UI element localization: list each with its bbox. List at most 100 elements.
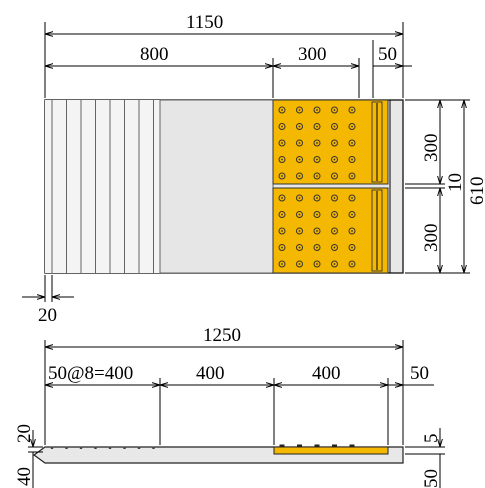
tactile-dot-center — [316, 109, 318, 111]
tactile-dot-center — [351, 125, 353, 128]
dim-tile-height-top: 300 — [421, 134, 442, 163]
tactile-dot-center — [351, 109, 353, 111]
dim-tile-width: 300 — [298, 44, 327, 65]
tactile-dot-center — [316, 263, 318, 265]
tactile-dot — [331, 123, 338, 130]
tactile-dot-center — [316, 158, 318, 161]
tactile-dot-center — [351, 197, 353, 199]
tactile-dot-center — [281, 175, 283, 177]
tactile-dot-center — [298, 109, 301, 111]
dim-left-width: 800 — [140, 44, 169, 65]
tactile-dot-center — [351, 175, 353, 177]
dim-total-height: 610 — [467, 177, 485, 206]
tactile-dot-center — [316, 125, 318, 128]
tactile-dot-center — [298, 142, 301, 144]
tactile-dot-center — [333, 263, 336, 265]
dim-slab-thickness-left: 40 — [14, 467, 35, 486]
smooth-zone — [159, 99, 274, 274]
dim-section-tile: 400 — [312, 363, 341, 384]
tactile-dot-center — [333, 175, 336, 177]
tactile-dot-center — [333, 142, 336, 144]
tactile-dot — [313, 260, 321, 268]
tactile-dot — [331, 227, 338, 235]
section-grooves — [50, 446, 155, 449]
section-groove — [137, 446, 141, 449]
tactile-dot — [348, 106, 356, 114]
tactile-dot — [331, 260, 338, 268]
tactile-dot-center — [298, 158, 301, 161]
dim-section-groove-span: 50@8=400 — [48, 363, 133, 384]
tactile-dot — [331, 139, 338, 147]
section-groove — [65, 446, 68, 449]
groove-zone — [45, 100, 160, 273]
tactile-dot — [278, 211, 286, 218]
section-groove — [50, 446, 54, 449]
tactile-dot-center — [281, 142, 283, 144]
tactile-dot — [313, 156, 321, 163]
tactile-dot — [296, 139, 303, 147]
tactile-dot-center — [298, 246, 301, 249]
tactile-dot — [331, 156, 338, 163]
plan-dim-right: 300 10 610 300 — [405, 99, 485, 274]
plan-view — [44, 99, 404, 274]
tactile-dot — [278, 227, 286, 235]
plan-dim-top: 1150 800 300 50 — [44, 12, 412, 98]
tactile-dot — [348, 211, 356, 218]
tactile-dot-center — [333, 197, 336, 199]
section-groove — [94, 446, 97, 449]
plan-dim-groove: 20 — [22, 275, 74, 326]
tactile-dot — [278, 244, 286, 251]
tactile-dot — [313, 139, 321, 147]
tactile-dot-center — [351, 158, 353, 161]
section-tile-bumps — [279, 444, 355, 448]
tile-bump — [297, 444, 302, 448]
tactile-dot-center — [298, 263, 301, 265]
tactile-dot — [296, 227, 303, 235]
tile-bump — [332, 444, 337, 448]
tactile-dot — [278, 194, 286, 202]
section-groove — [79, 446, 83, 449]
dim-section-total: 1250 — [203, 325, 241, 346]
tile-bump — [314, 444, 320, 448]
tactile-dot-center — [333, 125, 336, 128]
tactile-dot-center — [316, 175, 318, 177]
tactile-dot — [331, 194, 338, 202]
dim-tile-thickness: 5 — [421, 434, 442, 444]
tactile-dot — [348, 194, 356, 202]
tactile-dot — [296, 260, 303, 268]
tile-dots — [278, 106, 356, 268]
tactile-dot — [296, 156, 303, 163]
tactile-dot — [348, 227, 356, 235]
tactile-dot-center — [316, 230, 318, 232]
tactile-dot — [278, 106, 286, 114]
tactile-dot-center — [351, 246, 353, 249]
dim-groove-depth: 20 — [14, 424, 35, 443]
tactile-dot-center — [333, 158, 336, 161]
tactile-dot-center — [316, 246, 318, 249]
tactile-dot — [313, 244, 321, 251]
tactile-dot-center — [281, 158, 283, 161]
tactile-tile-bottom — [272, 187, 389, 274]
tactile-dot — [313, 211, 321, 218]
dim-edge-width: 50 — [378, 44, 397, 65]
tactile-dot-center — [298, 175, 301, 177]
tactile-dot-center — [281, 246, 283, 249]
dim-total-width: 1150 — [186, 12, 223, 33]
tactile-dot — [296, 172, 303, 180]
tactile-dot-center — [281, 213, 283, 216]
tactile-dot-center — [298, 230, 301, 232]
tactile-dot — [296, 194, 303, 202]
tactile-dot — [348, 123, 356, 130]
tactile-dot — [296, 211, 303, 218]
tactile-dot — [278, 172, 286, 180]
tactile-dot-center — [333, 109, 336, 111]
dim-gap: 10 — [445, 173, 466, 192]
tactile-dot — [313, 194, 321, 202]
tactile-dot-center — [298, 197, 301, 199]
tactile-dot — [348, 244, 356, 251]
tactile-dot — [348, 156, 356, 163]
tactile-dot-center — [333, 246, 336, 249]
groove-lines — [51, 100, 154, 273]
section-groove — [152, 446, 155, 449]
tactile-dot-center — [298, 125, 301, 128]
